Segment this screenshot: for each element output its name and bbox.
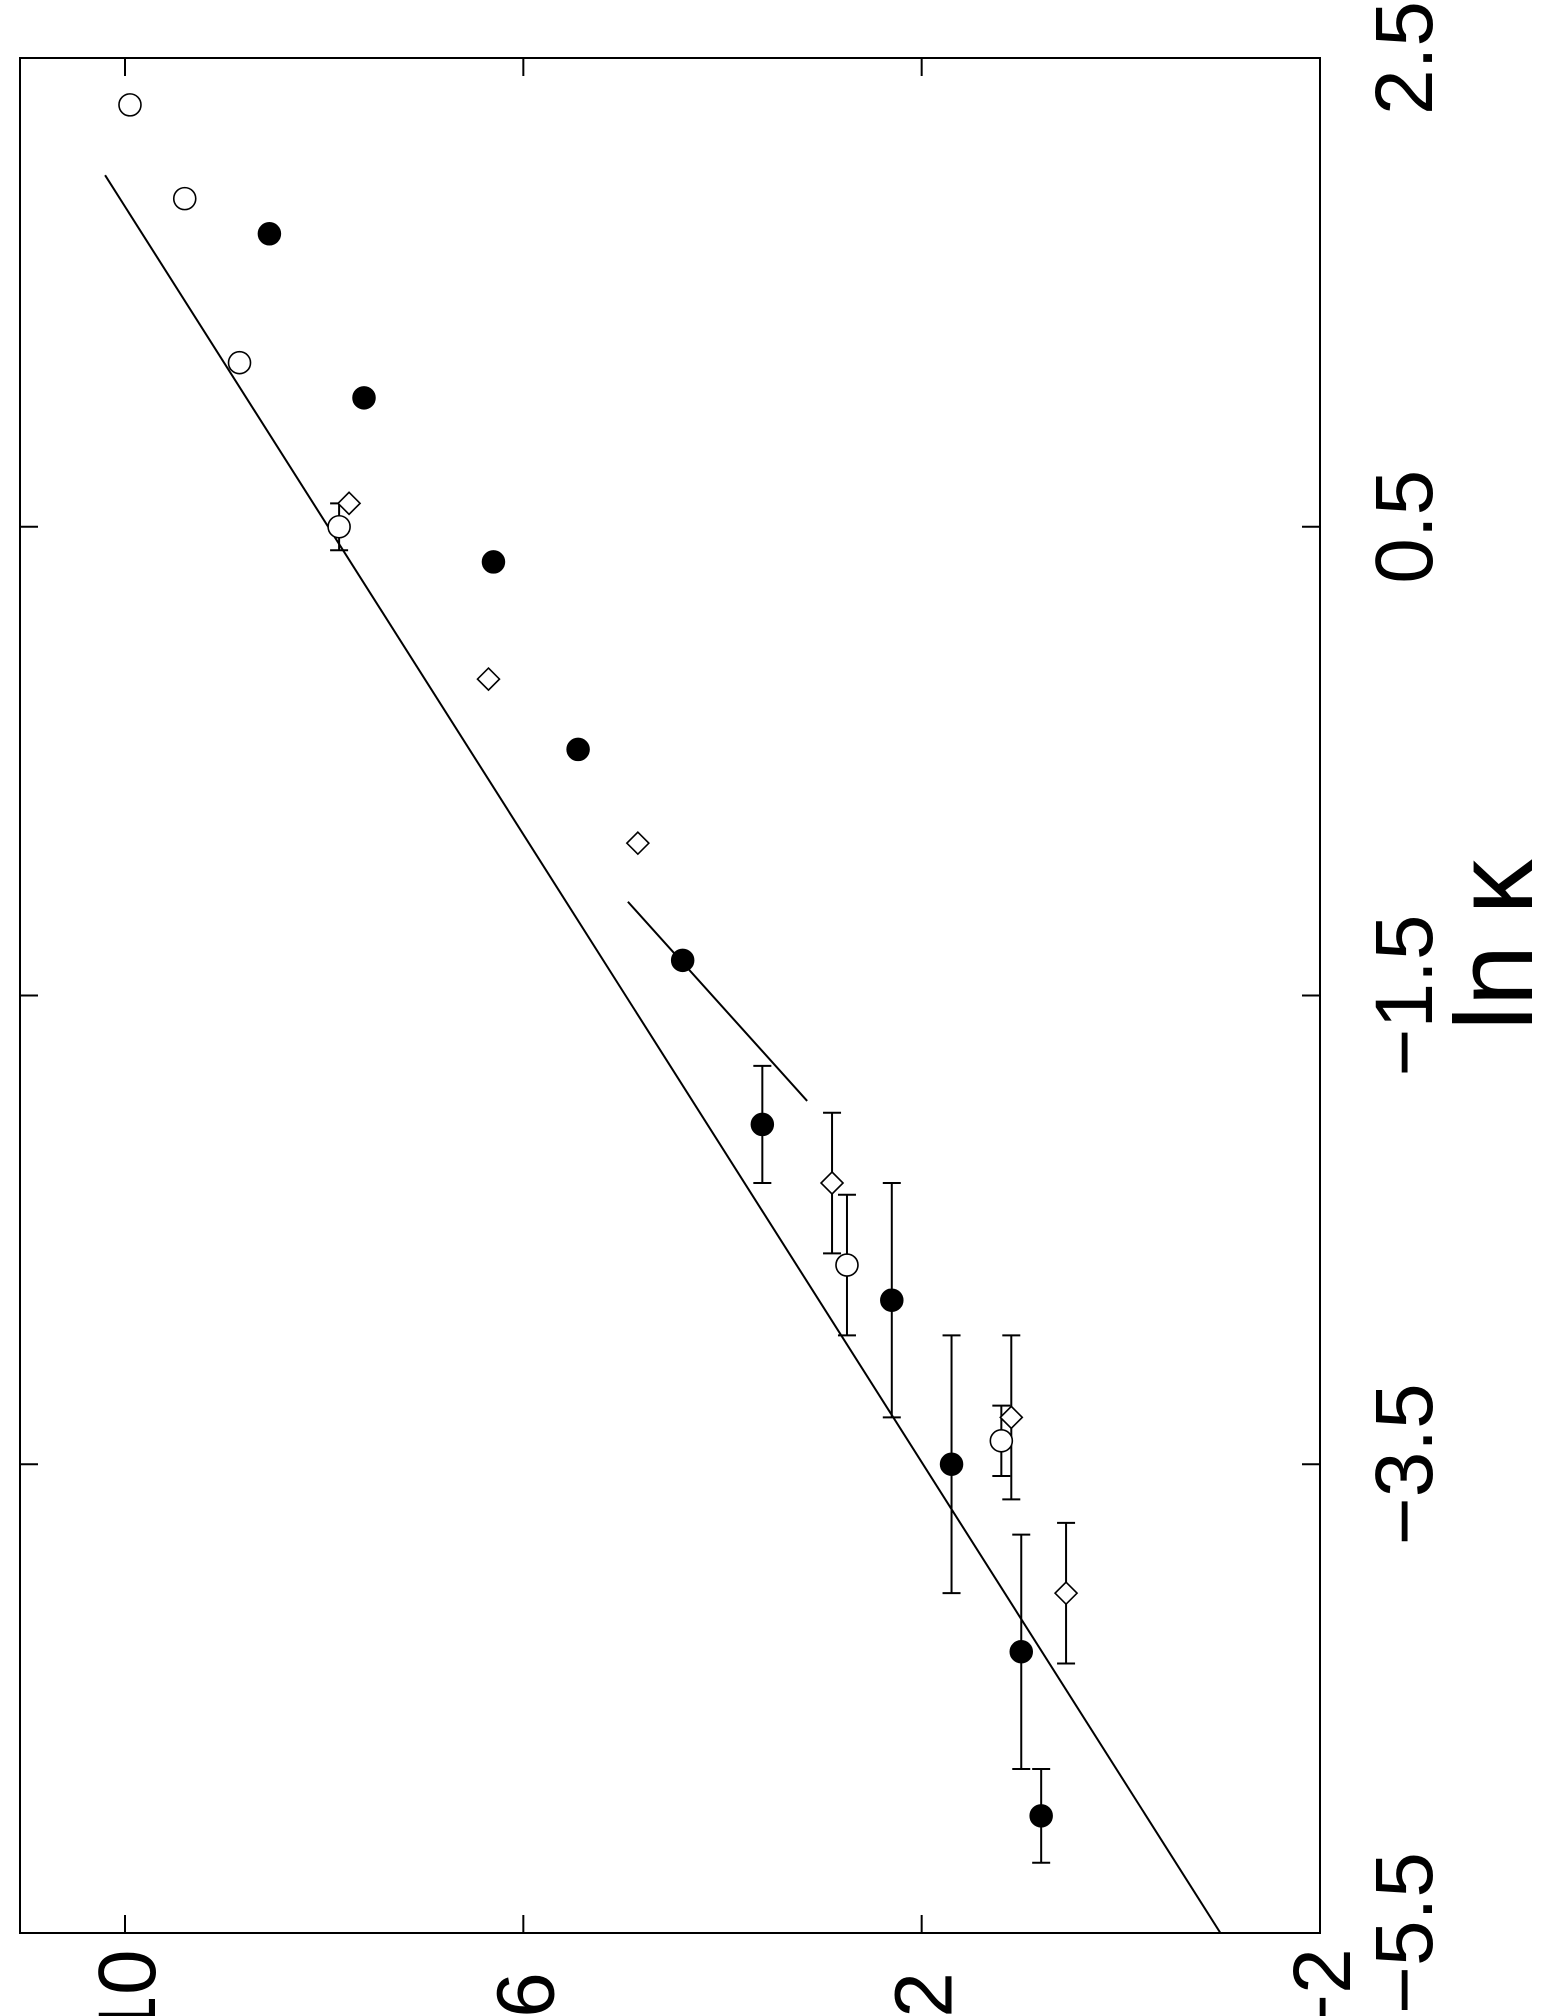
open-circle-point bbox=[835, 1253, 859, 1277]
open-circle-point bbox=[327, 514, 351, 539]
filled-circle-point bbox=[1029, 1804, 1053, 1828]
plot-frame bbox=[19, 57, 1321, 1934]
x-tick-label: 0.5 bbox=[1359, 470, 1450, 584]
open-diamond-point bbox=[476, 666, 501, 692]
filled-circle-point bbox=[1009, 1640, 1033, 1664]
open-diamond-point bbox=[625, 831, 650, 856]
axis-tick-labels: −5.5 −3.5 −1.5 0.5 2.5 −2 2 6 10 bbox=[82, 1, 1450, 2016]
filled-circle-point bbox=[352, 386, 376, 410]
filled-circle-point bbox=[257, 222, 282, 246]
y-tick-label: 2 bbox=[879, 1972, 970, 2016]
axis-ticks bbox=[20, 57, 1321, 1934]
data-points bbox=[118, 93, 1079, 1828]
open-diamond-point bbox=[819, 1170, 845, 1196]
open-circle-point bbox=[989, 1429, 1014, 1453]
open-diamond-point bbox=[1053, 1581, 1079, 1606]
y-tick-label: 6 bbox=[480, 1972, 571, 2016]
x-axis-label: ln κ bbox=[1433, 858, 1556, 1030]
fit-line bbox=[104, 174, 1222, 1934]
fit-lines bbox=[104, 174, 1222, 1934]
x-tick-label: −3.5 bbox=[1359, 1383, 1450, 1545]
y-tick-label: −2 bbox=[1277, 1948, 1368, 2016]
filled-circle-point bbox=[670, 948, 695, 973]
x-tick-label: −5.5 bbox=[1359, 1852, 1450, 2014]
open-circle-point bbox=[118, 93, 142, 117]
open-circle-point bbox=[227, 350, 252, 375]
filled-circle-point bbox=[566, 737, 590, 762]
filled-circle-point bbox=[939, 1452, 964, 1476]
x-tick-label: −1.5 bbox=[1359, 915, 1450, 1077]
x-tick-label: 2.5 bbox=[1359, 1, 1450, 115]
filled-circle-point bbox=[880, 1288, 904, 1312]
open-diamond-point bbox=[336, 491, 362, 516]
fit-line bbox=[627, 901, 808, 1102]
y-tick-label: 10 bbox=[82, 1949, 173, 2016]
filled-circle-point bbox=[481, 550, 506, 574]
filled-circle-point bbox=[750, 1112, 775, 1137]
open-diamond-point bbox=[999, 1405, 1024, 1430]
open-circle-point bbox=[172, 186, 197, 211]
